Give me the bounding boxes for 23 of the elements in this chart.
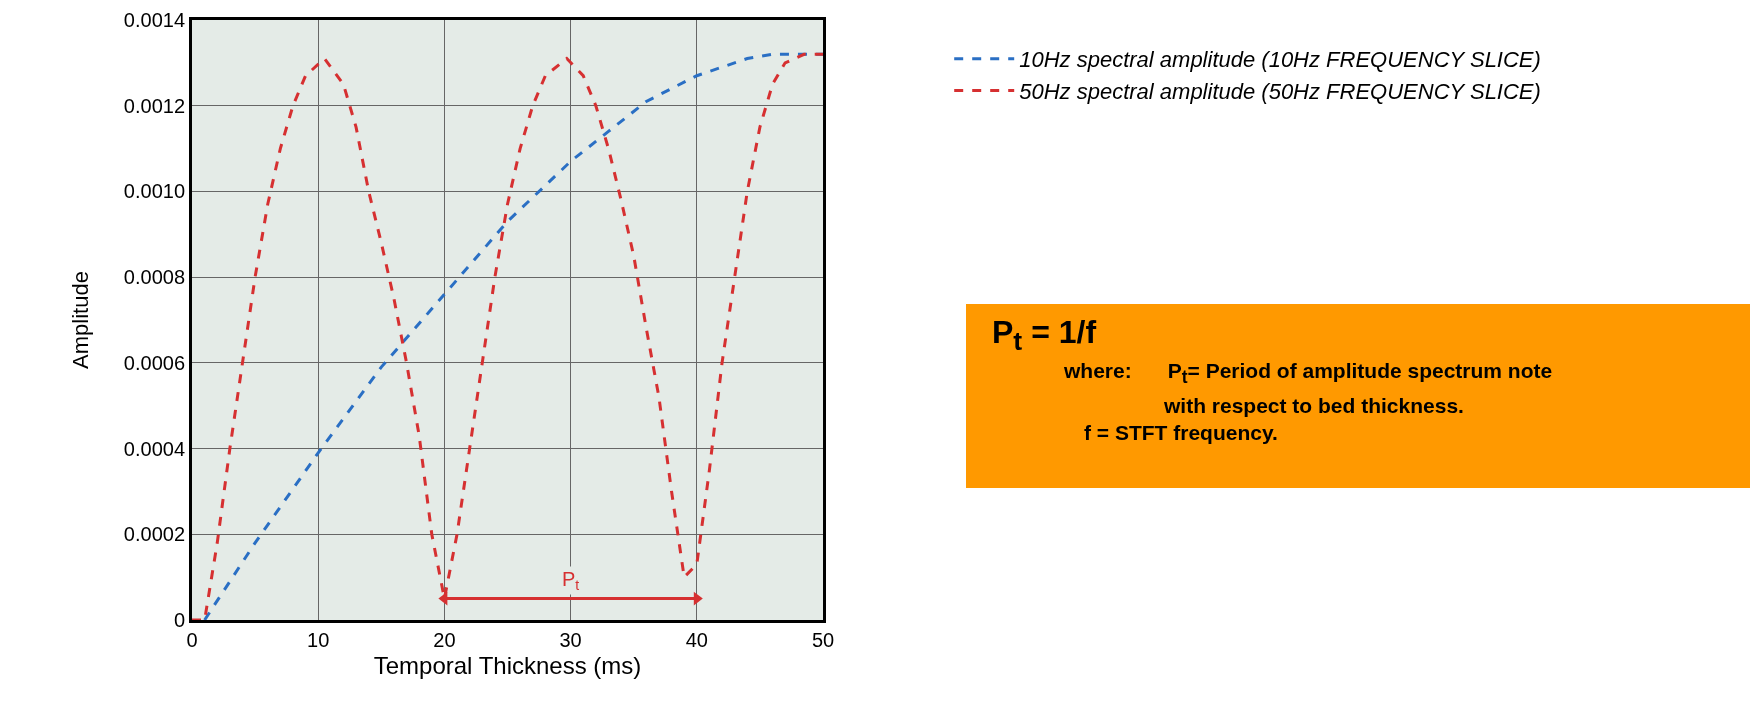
annotation: P$_{t}$ — [562, 568, 580, 594]
y-tick-label: 0.0006 — [123, 351, 185, 374]
y-tick-label: 0.0002 — [123, 523, 185, 546]
y-axis-title: Amplitude — [67, 271, 93, 369]
text: P$_{t}$= Period of amplitude spectrum note — [1167, 358, 1553, 390]
y-tick-label: 0.0010 — [123, 180, 185, 203]
text: f = STFT frequency. — [1084, 419, 1279, 446]
text: P$_{t}$ = 1/f — [992, 314, 1098, 358]
y-tick-label: 0 — [173, 609, 185, 631]
x-tick-label: 20 — [433, 629, 456, 651]
text: where: — [1064, 358, 1132, 385]
x-tick-label: 10 — [307, 629, 330, 651]
x-tick-label: 30 — [559, 629, 582, 651]
y-tick-label: 0.0008 — [123, 266, 185, 289]
legend-label: 10Hz spectral amplitude (10Hz FREQUENCY SLICE) — [1019, 47, 1541, 73]
y-tick-label: 0.0012 — [123, 94, 185, 117]
text: with respect to bed thickness. — [1164, 392, 1465, 419]
x-tick-label: 50 — [811, 629, 835, 651]
y-tick-label: 0.0004 — [123, 437, 185, 460]
legend-label: 50Hz spectral amplitude (50Hz FREQUENCY SLICE) — [1019, 78, 1541, 104]
x-axis-title: Temporal Thickness (ms) — [373, 652, 642, 680]
y-tick-label: 0.0014 — [123, 9, 185, 31]
x-tick-label: 40 — [685, 629, 708, 651]
